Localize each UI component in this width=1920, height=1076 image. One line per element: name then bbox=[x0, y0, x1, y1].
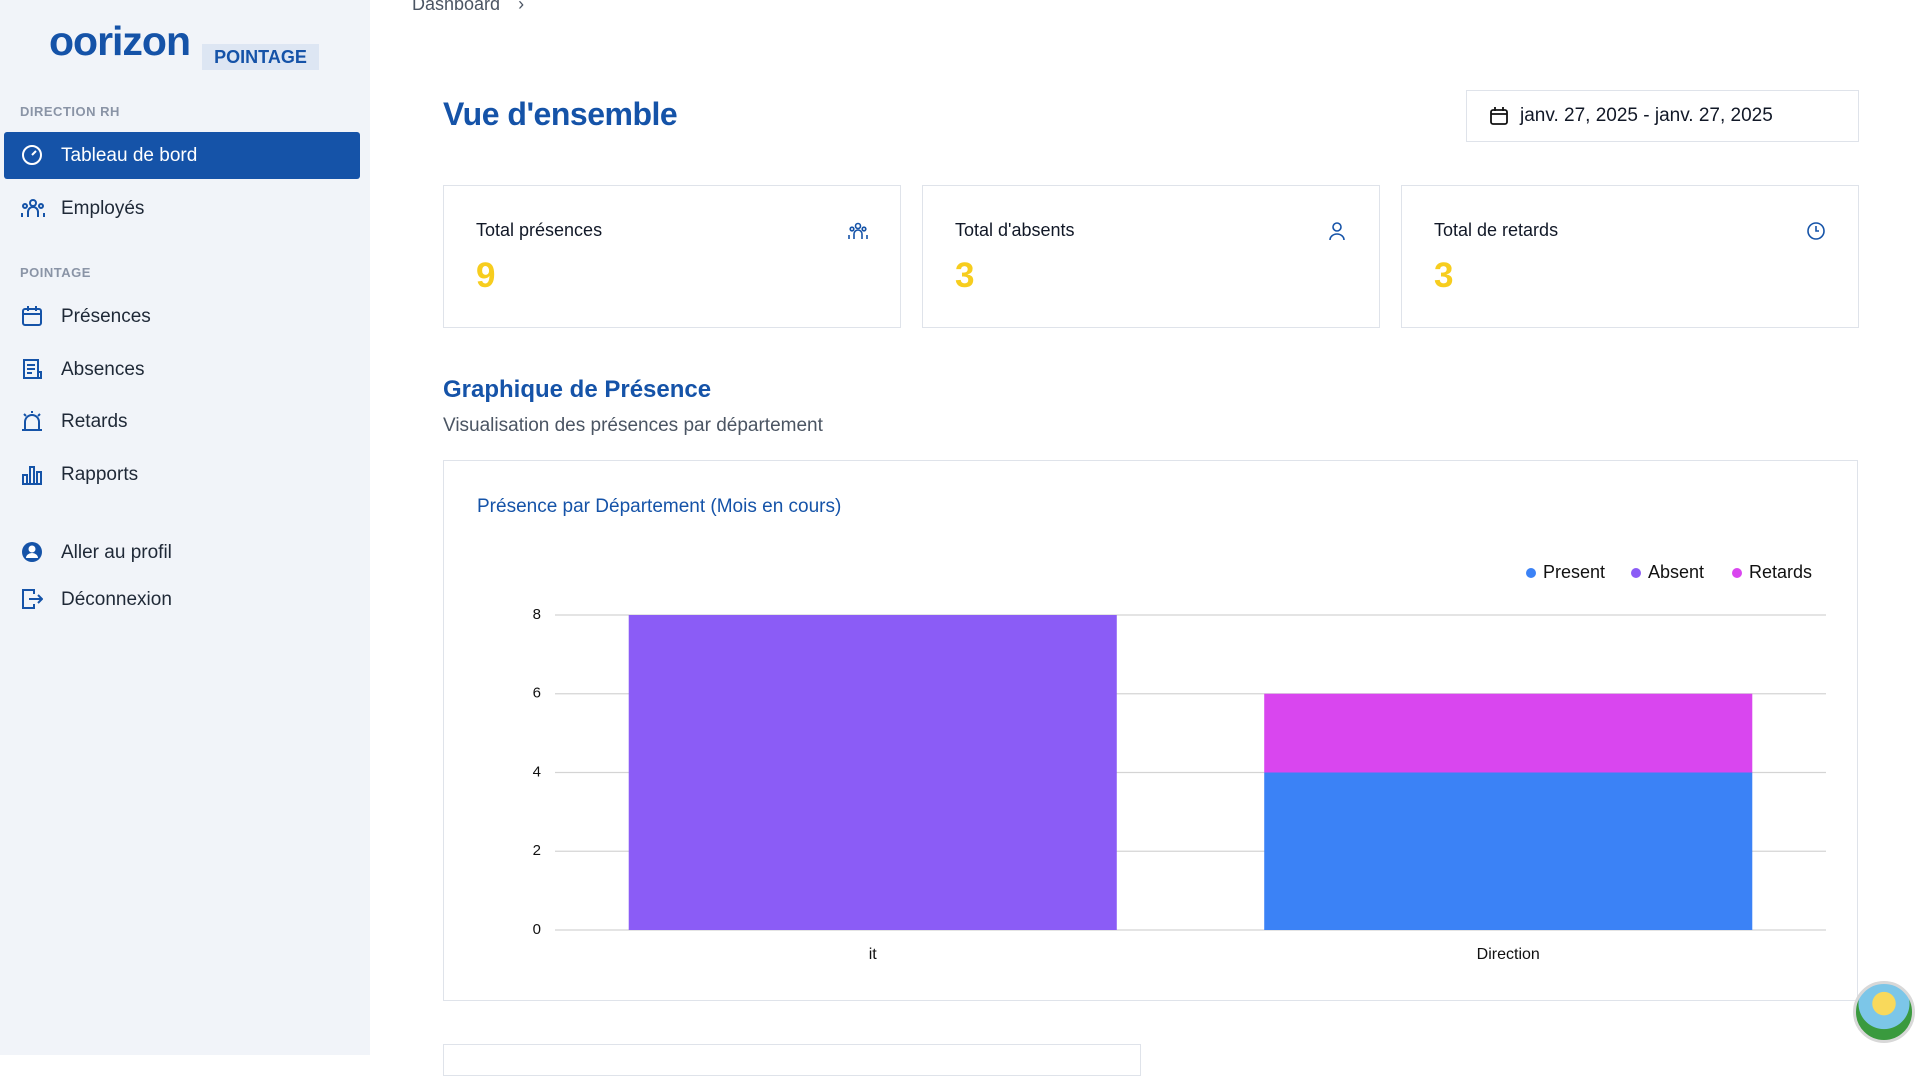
stat-value: 3 bbox=[1434, 256, 1454, 295]
assistant-avatar[interactable] bbox=[1853, 981, 1915, 1043]
date-range-picker[interactable]: janv. 27, 2025 - janv. 27, 2025 bbox=[1466, 90, 1859, 142]
chart: Présence par Département (Mois en cours)… bbox=[477, 496, 1826, 963]
bar-segment bbox=[1264, 693, 1753, 773]
icon bbox=[22, 466, 42, 485]
nav-item[interactable]: Tableau de bord bbox=[4, 132, 360, 179]
nav-item[interactable]: Retards bbox=[4, 398, 360, 445]
stat-label: Total d'absents bbox=[955, 220, 1075, 240]
icon bbox=[22, 306, 42, 326]
logo-badge: POINTAGE bbox=[202, 44, 319, 70]
icon bbox=[22, 411, 42, 431]
nav-label: Aller au profil bbox=[61, 541, 172, 563]
section-title: POINTAGE bbox=[20, 265, 91, 280]
nav-label: Employés bbox=[61, 197, 145, 219]
icon bbox=[1807, 222, 1825, 240]
nav-label: Présences bbox=[61, 305, 151, 327]
page-title: Vue d'ensemble bbox=[443, 96, 678, 132]
bar-segment bbox=[1264, 772, 1753, 930]
chart-card: Présence par Département (Mois en cours)… bbox=[443, 460, 1858, 1001]
nav-label: Retards bbox=[61, 410, 128, 432]
nav-item[interactable]: Absences bbox=[4, 346, 360, 393]
icon bbox=[1329, 222, 1345, 241]
nav-label: Rapports bbox=[61, 463, 139, 485]
nav-item[interactable]: Employés bbox=[4, 185, 360, 232]
section-title: Graphique de Présence bbox=[443, 376, 712, 403]
breadcrumb[interactable]: Dashboard › bbox=[412, 0, 524, 15]
legend-marker bbox=[1631, 568, 1641, 578]
y-tick-label: 2 bbox=[533, 842, 541, 859]
nav-label: Tableau de bord bbox=[61, 144, 198, 166]
stat-label: Total de retards bbox=[1434, 220, 1559, 240]
stat-label: Total présences bbox=[476, 220, 603, 240]
legend-label: Absent bbox=[1648, 562, 1704, 582]
nav-item[interactable]: Déconnexion bbox=[4, 576, 360, 623]
breadcrumb-item[interactable]: Dashboard bbox=[412, 0, 501, 14]
legend-label: Present bbox=[1543, 562, 1605, 582]
stat-card: Total de retards 3 bbox=[1401, 185, 1859, 328]
breadcrumb-separator: › bbox=[518, 0, 525, 14]
legend-label: Retards bbox=[1749, 562, 1812, 582]
x-tick-label: Direction bbox=[1477, 946, 1540, 963]
section-subtitle: Visualisation des présences par départem… bbox=[443, 415, 823, 436]
y-tick-label: 6 bbox=[533, 685, 541, 702]
bar-segment bbox=[628, 615, 1117, 930]
icon bbox=[21, 199, 45, 217]
y-tick-label: 8 bbox=[533, 606, 541, 623]
calendar-icon bbox=[1490, 107, 1508, 125]
chart-title: Présence par Département (Mois en cours) bbox=[477, 496, 841, 517]
stat-value: 9 bbox=[476, 256, 496, 295]
nav-item[interactable]: Aller au profil bbox=[4, 529, 360, 576]
icon bbox=[22, 542, 42, 562]
date-range-text: janv. 27, 2025 - janv. 27, 2025 bbox=[1520, 105, 1773, 126]
icon bbox=[23, 359, 42, 379]
stat-card: Total d'absents 3 bbox=[922, 185, 1380, 328]
stat-card: Total présences 9 bbox=[443, 185, 901, 328]
y-tick-label: 4 bbox=[533, 763, 541, 780]
y-tick-label: 0 bbox=[533, 921, 541, 938]
nav-item[interactable]: Rapports bbox=[4, 451, 360, 498]
nav-label: Absences bbox=[61, 358, 145, 380]
section-title: DIRECTION RH bbox=[20, 104, 120, 119]
x-tick-label: it bbox=[869, 946, 878, 963]
logo-wordmark: oorizon bbox=[49, 18, 191, 64]
nav-item[interactable]: Présences bbox=[4, 293, 360, 340]
icon bbox=[848, 222, 868, 239]
legend-marker bbox=[1526, 568, 1536, 578]
nav-label: Déconnexion bbox=[61, 588, 172, 610]
sidebar: oorizon POINTAGE DIRECTION RH Tableau de… bbox=[0, 0, 370, 1055]
legend-marker bbox=[1732, 568, 1742, 578]
card bbox=[443, 1044, 1141, 1076]
icon bbox=[22, 145, 42, 165]
icon bbox=[22, 589, 43, 609]
stat-value: 3 bbox=[955, 256, 975, 295]
